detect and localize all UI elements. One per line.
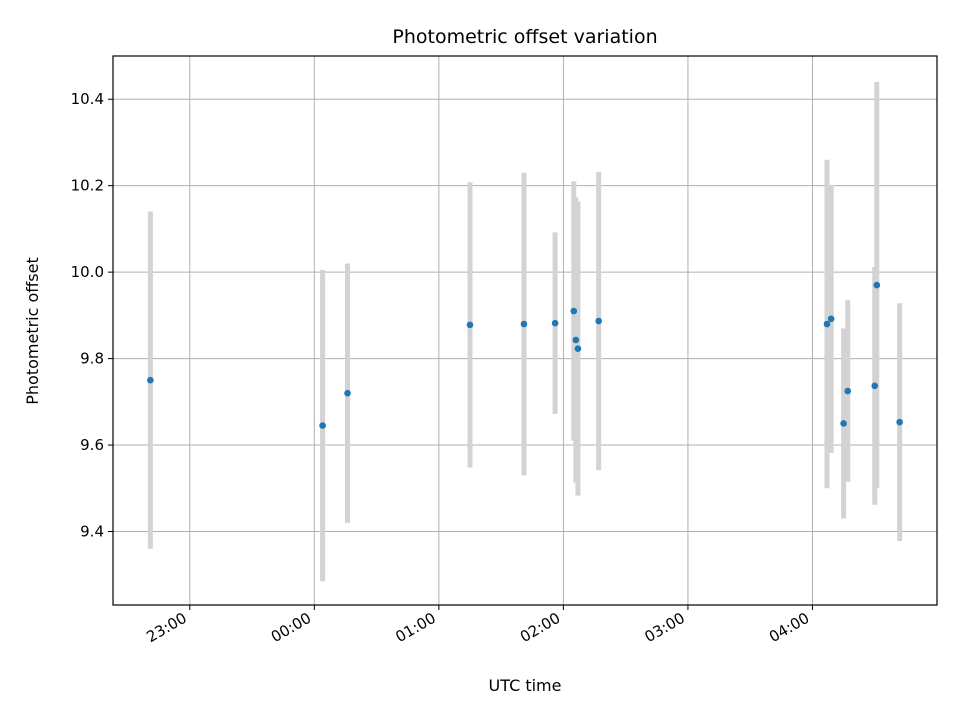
y-tick-label: 10.2 [71,177,104,195]
data-point [572,336,580,344]
y-axis: 9.4 9.6 9.8 10.0 10.2 10.4 [71,90,113,541]
data-points [147,281,903,429]
data-point [827,315,835,323]
data-point [551,319,559,327]
data-point [344,389,351,397]
data-point [574,345,582,352]
data-point [871,382,879,390]
data-point [840,420,847,427]
y-tick-label: 10.0 [71,263,104,281]
x-axis-label: UTC time [489,676,562,695]
y-tick-label: 9.6 [80,436,104,454]
data-point [319,422,326,429]
y-axis-label: Photometric offset [23,257,42,405]
data-point [466,321,474,329]
plot-frame [112,55,938,606]
y-tick-label: 10.4 [71,90,104,108]
data-point [896,418,903,426]
data-point [570,307,578,315]
chart-title: Photometric offset variation [392,26,657,48]
data-point [595,317,602,325]
data-point [873,281,881,289]
data-point [520,320,528,328]
y-tick-label: 9.4 [80,523,104,541]
data-point [823,320,831,328]
data-point [844,387,852,395]
y-tick-label: 9.8 [80,350,104,368]
data-point [147,376,154,384]
